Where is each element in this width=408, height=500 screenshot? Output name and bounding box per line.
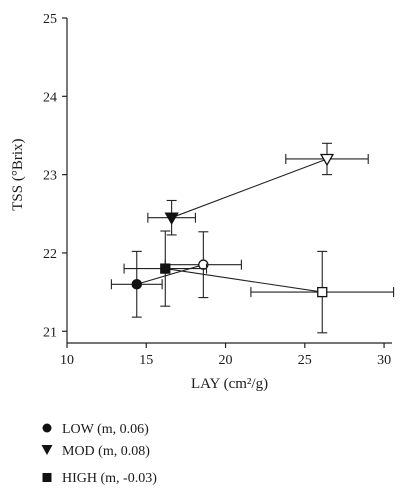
y-tick-label: 23 xyxy=(43,169,57,184)
legend-circle-marker xyxy=(42,423,52,433)
legend-square-marker xyxy=(42,473,52,482)
y-axis-title: TSS (°Brix) xyxy=(10,138,26,210)
x-tick-label: 20 xyxy=(219,353,233,368)
series-connector-line xyxy=(136,264,204,285)
series-circle xyxy=(110,231,242,318)
series-connector-line xyxy=(165,268,323,293)
plot-area xyxy=(110,142,395,334)
y-tick-label: 21 xyxy=(43,325,57,340)
legend-item-mod: MOD (m, 0.08) xyxy=(41,444,150,459)
y-tick-label: 22 xyxy=(43,247,57,262)
x-tick-label: 10 xyxy=(60,353,74,368)
legend-label-mod: MOD (m, 0.08) xyxy=(62,444,150,459)
data-point-circle xyxy=(131,279,143,290)
x-tick-label: 15 xyxy=(139,353,153,368)
series-square xyxy=(123,230,395,334)
legend: LOW (m, 0.06) MOD (m, 0.08) HIGH (m, -0.… xyxy=(41,422,157,486)
legend-item-low: LOW (m, 0.06) xyxy=(42,422,149,437)
x-tick-label: 25 xyxy=(298,353,312,368)
legend-label-high: HIGH (m, -0.03) xyxy=(62,471,157,486)
y-tick-label: 24 xyxy=(43,90,57,105)
data-point-square xyxy=(317,286,328,298)
legend-triangle-marker xyxy=(41,445,53,455)
data-point-circle xyxy=(198,259,209,270)
series-connector-line xyxy=(171,158,328,219)
y-tick-label: 25 xyxy=(43,12,57,27)
legend-item-high: HIGH (m, -0.03) xyxy=(42,471,157,486)
data-point-triangle xyxy=(319,153,335,167)
series-triangle-down xyxy=(147,142,369,236)
x-axis-title: LAY (cm²/g) xyxy=(191,376,268,392)
x-tick-label: 30 xyxy=(377,353,391,368)
legend-label-low: LOW (m, 0.06) xyxy=(62,422,149,437)
data-point-triangle xyxy=(164,212,179,226)
axes: 21 22 23 24 25 10 15 20 25 30 xyxy=(43,12,392,368)
data-point-square xyxy=(160,263,171,274)
